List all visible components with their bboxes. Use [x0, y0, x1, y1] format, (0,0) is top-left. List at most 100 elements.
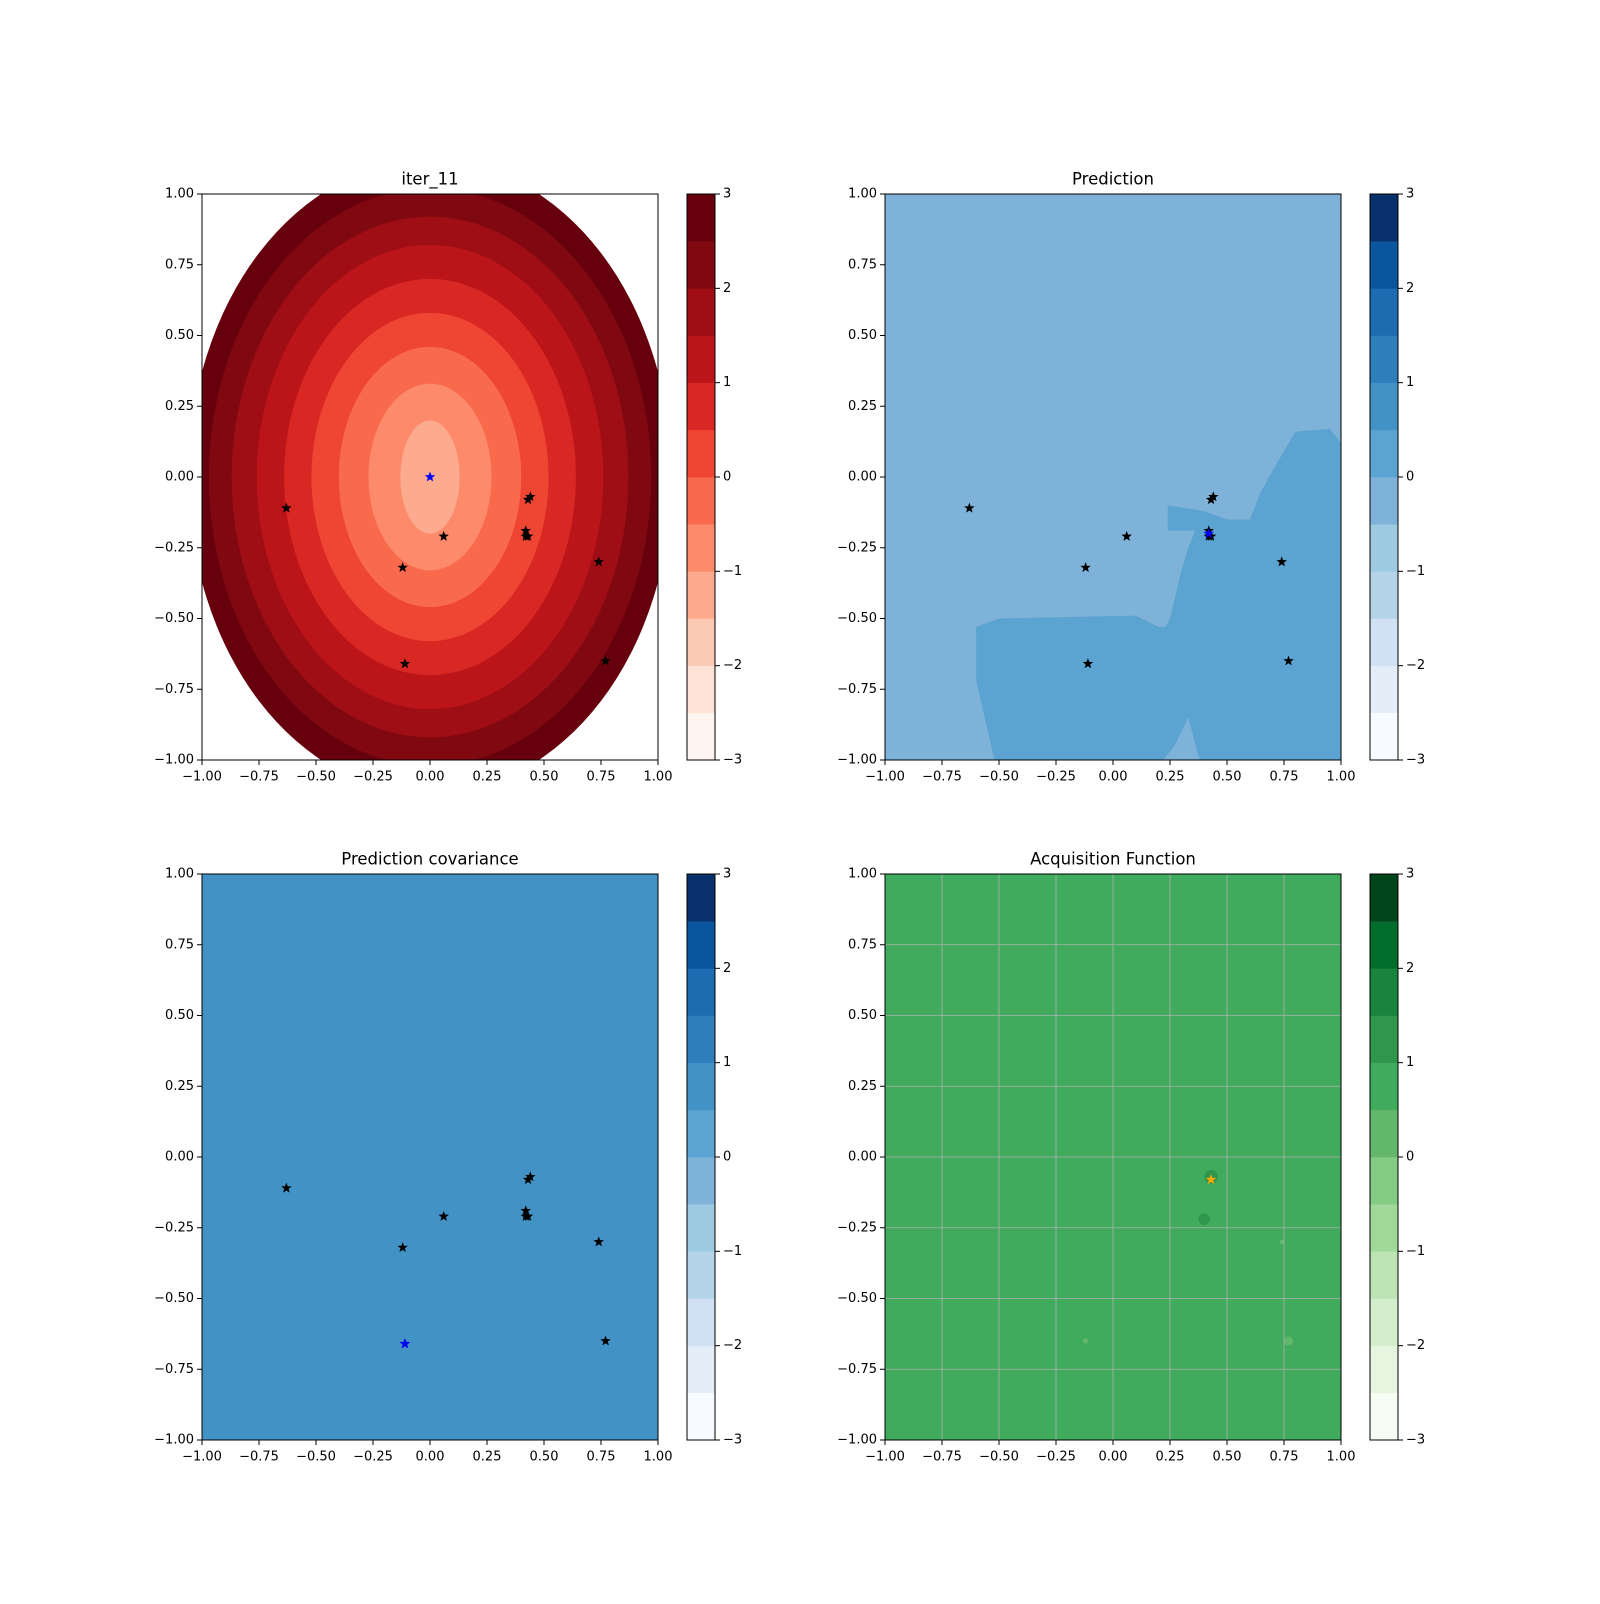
colorbar-band — [1370, 335, 1398, 383]
star-marker — [1082, 658, 1094, 669]
x-tick-label: −1.00 — [182, 770, 222, 785]
y-tick-label: 0.75 — [848, 937, 877, 952]
colorbar-tick-label: −1 — [723, 564, 742, 579]
colorbar-band — [687, 241, 715, 289]
colorbar-band — [687, 1298, 715, 1346]
star-marker — [600, 655, 611, 666]
star-marker — [522, 1210, 534, 1221]
star-marker — [281, 502, 292, 513]
colorbar-band — [687, 288, 715, 336]
x-tick-label: −0.50 — [296, 1450, 336, 1465]
colorbar-tick-label: −3 — [1406, 753, 1425, 768]
colorbar-tick-label: −1 — [1406, 564, 1425, 579]
contour-background — [202, 874, 658, 1440]
colorbar-tick-label: 2 — [723, 961, 731, 976]
x-tick-label: −0.50 — [979, 1450, 1019, 1465]
x-tick-label: −0.25 — [1036, 1450, 1076, 1465]
colorbar-band — [687, 1157, 715, 1205]
colorbar-tick-label: 2 — [1406, 961, 1414, 976]
x-tick-label: 0.75 — [587, 770, 616, 785]
plot-area — [885, 874, 1341, 1440]
y-tick-label: 0.75 — [165, 257, 194, 272]
x-tick-label: −0.75 — [239, 770, 279, 785]
colorbar-tick-label: 0 — [1406, 1150, 1414, 1165]
x-tick-label: 0.00 — [1099, 770, 1128, 785]
colorbar-band — [1370, 874, 1398, 922]
colorbar-band — [1370, 571, 1398, 619]
colorbar-tick-label: −3 — [723, 753, 742, 768]
y-tick-label: 0.50 — [165, 1008, 194, 1023]
colorbar-band — [687, 477, 715, 525]
colorbar-band — [687, 1204, 715, 1252]
colorbar-tick-label: 1 — [723, 1055, 731, 1070]
x-tick-label: 0.75 — [1270, 1450, 1299, 1465]
colorbar-tick-label: −1 — [1406, 1244, 1425, 1259]
y-tick-label: 0.25 — [848, 1079, 877, 1094]
plot-area — [202, 194, 658, 760]
x-tick-label: −1.00 — [865, 1450, 905, 1465]
y-tick-label: −0.50 — [154, 611, 194, 626]
colorbar-band — [1370, 1345, 1398, 1394]
star-marker — [1205, 494, 1217, 505]
y-tick-label: −1.00 — [837, 753, 877, 768]
x-tick-label: 0.00 — [416, 770, 445, 785]
colorbar-tick-label: −3 — [723, 1433, 742, 1448]
x-tick-label: −0.50 — [296, 770, 336, 785]
y-tick-label: −1.00 — [154, 1433, 194, 1448]
colorbar-band — [687, 1251, 715, 1299]
chart-title: Prediction covariance — [341, 850, 518, 869]
y-tick-label: 0.00 — [165, 1150, 194, 1165]
colorbar-tick-label: 0 — [723, 470, 731, 485]
colorbar-band — [687, 1109, 715, 1158]
colorbar-band — [1370, 194, 1398, 242]
x-tick-label: 0.25 — [473, 1450, 502, 1465]
x-tick-label: 0.50 — [1213, 770, 1242, 785]
x-tick-label: −0.25 — [353, 1450, 393, 1465]
colorbar-tick-label: 1 — [1406, 1055, 1414, 1070]
colorbar-band — [1370, 241, 1398, 289]
y-tick-label: 0.25 — [165, 399, 194, 414]
colorbar-band — [687, 618, 715, 666]
colorbar-band — [687, 429, 715, 478]
colorbar-band — [1370, 665, 1398, 714]
plot-area — [885, 194, 1341, 760]
colorbar-band — [687, 874, 715, 922]
y-tick-label: −1.00 — [837, 1433, 877, 1448]
colorbar-tick-label: 1 — [1406, 375, 1414, 390]
x-tick-label: −0.75 — [922, 1450, 962, 1465]
colorbar-band — [1370, 524, 1398, 572]
colorbar-band — [687, 921, 715, 969]
colorbar-tick-label: −1 — [723, 1244, 742, 1259]
star-marker — [964, 502, 975, 513]
colorbar-band — [687, 968, 715, 1016]
colorbar-band — [1370, 382, 1398, 431]
star-marker — [522, 530, 534, 541]
colorbar-band — [1370, 1109, 1398, 1158]
y-tick-label: 1.00 — [848, 867, 877, 882]
y-tick-label: −0.50 — [837, 1291, 877, 1306]
colorbar-band — [1370, 1392, 1398, 1441]
y-tick-label: −0.75 — [837, 1362, 877, 1377]
y-tick-label: 0.25 — [165, 1079, 194, 1094]
y-tick-label: −0.75 — [154, 1362, 194, 1377]
x-tick-label: −0.25 — [1036, 770, 1076, 785]
colorbar-band — [687, 665, 715, 714]
colorbar-band — [687, 712, 715, 761]
x-tick-label: 0.25 — [1156, 770, 1185, 785]
x-tick-label: 0.25 — [473, 770, 502, 785]
y-tick-label: 0.50 — [165, 328, 194, 343]
y-tick-label: −0.50 — [154, 1291, 194, 1306]
x-tick-label: −1.00 — [865, 770, 905, 785]
star-marker — [1205, 1174, 1217, 1185]
y-tick-label: 1.00 — [848, 187, 877, 202]
colorbar-band — [687, 1345, 715, 1394]
x-tick-label: 0.50 — [530, 770, 559, 785]
colorbar-band — [1370, 1251, 1398, 1299]
colorbar-band — [1370, 1157, 1398, 1205]
x-tick-label: 0.00 — [1099, 1450, 1128, 1465]
star-marker — [399, 658, 411, 669]
colorbar-tick-label: 3 — [723, 187, 731, 202]
colorbar-band — [687, 335, 715, 383]
x-tick-label: 0.50 — [530, 1450, 559, 1465]
